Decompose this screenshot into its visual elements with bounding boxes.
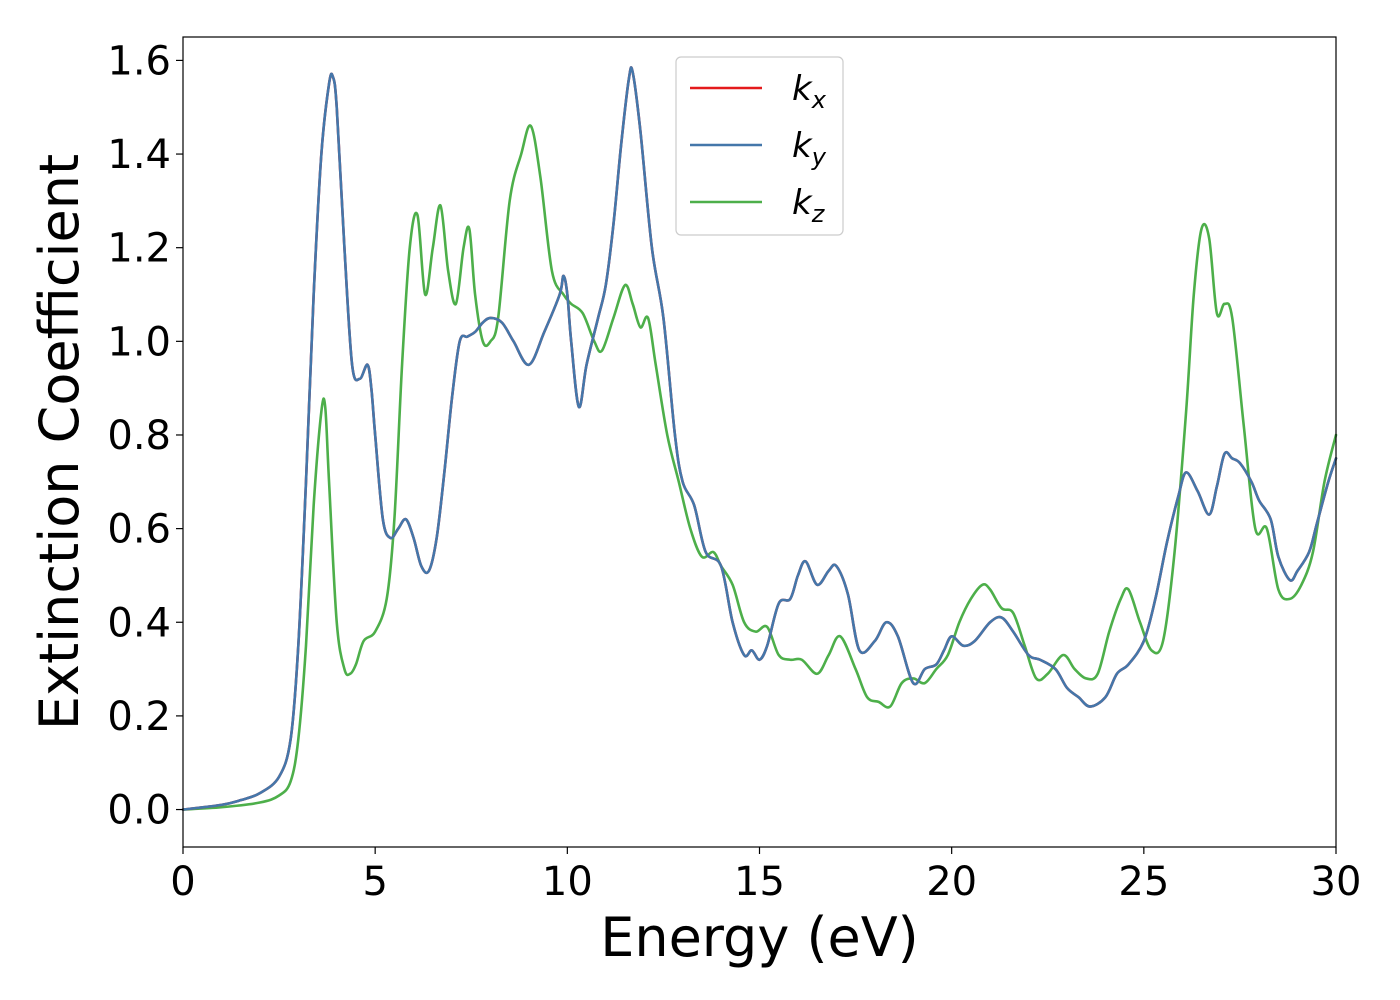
legend-label-main: k [792,126,813,166]
legend-label-main: k [792,69,813,109]
x-tick-label: 20 [926,859,977,905]
legend-label-subscript: y [811,143,827,171]
x-tick-label: 5 [362,859,387,905]
legend-label-main: k [792,183,813,223]
x-tick-label: 0 [170,859,195,905]
legend-label-kz: kz [792,183,826,228]
x-axis-label: Energy (eV) [600,906,919,969]
y-tick-label: 1.4 [107,132,171,178]
y-tick-label: 1.0 [107,319,171,365]
y-axis: 0.0 0.2 0.4 0.6 0.8 1.0 1.2 1.4 1.6 [107,38,183,834]
series-line-ky [181,66,1338,811]
legend-label-subscript: z [811,200,826,228]
x-tick-label: 25 [1118,859,1169,905]
y-tick-label: 0.0 [107,788,171,834]
y-tick-label: 1.6 [107,38,171,84]
y-tick-label: 0.2 [107,694,171,740]
y-tick-label: 0.8 [107,413,171,459]
y-tick-label: 0.4 [107,600,171,646]
legend-label-subscript: x [811,86,827,114]
x-tick-label: 15 [734,859,785,905]
y-axis-label: Extinction Coefficient [28,154,91,730]
x-axis: 0 5 10 15 20 25 30 [170,847,1361,905]
series-layer [181,66,1338,811]
x-tick-label: 30 [1311,859,1362,905]
legend-label-kx: kx [792,69,827,114]
y-tick-label: 1.2 [107,226,171,272]
x-tick-label: 10 [542,859,593,905]
legend-label-ky: ky [792,126,827,171]
y-tick-label: 0.6 [107,507,171,553]
